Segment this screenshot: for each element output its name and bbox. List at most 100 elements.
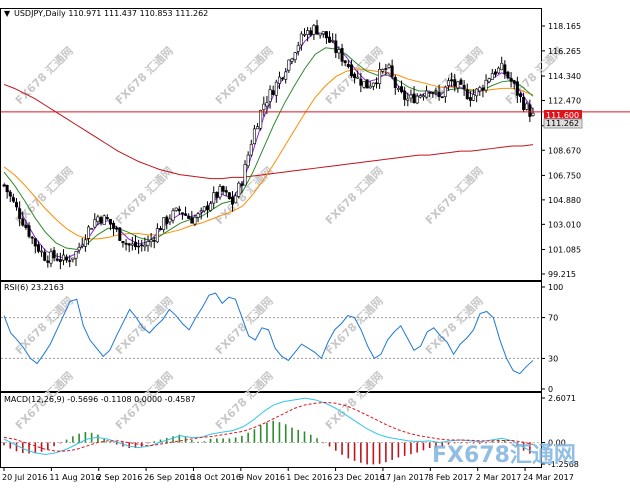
candle-bear: [33, 238, 37, 247]
candle-bear: [2, 184, 6, 187]
price-tick-label: 104.880: [548, 196, 581, 205]
candle-bull: [406, 98, 410, 101]
candle: [227, 191, 231, 200]
candle-bull: [409, 94, 413, 99]
candle-bull: [415, 95, 419, 104]
candle-bull: [212, 192, 216, 204]
candle-bear: [340, 48, 344, 62]
candle-bull: [77, 247, 81, 251]
macd-histogram-bar: [491, 440, 494, 443]
macd-histogram-bar: [322, 442, 325, 444]
candle-bear: [365, 79, 369, 89]
candle-bear: [315, 25, 319, 35]
candle: [393, 74, 397, 95]
macd-histogram-bar: [297, 429, 300, 443]
candle-bear: [205, 205, 209, 211]
candle: [434, 87, 438, 96]
candle-bull: [293, 52, 297, 60]
macd-histogram-bar: [441, 442, 444, 447]
candle: [205, 201, 209, 218]
time-tick-label: 20 Jul 2016: [2, 473, 47, 482]
rsi-tick-label: 30: [548, 354, 558, 363]
macd-histogram-bar: [453, 442, 456, 444]
candle-bull: [143, 244, 147, 248]
candle-bull: [49, 251, 53, 264]
candle: [202, 206, 206, 213]
candle: [481, 84, 485, 98]
chart-menu-icon[interactable]: ▼: [4, 9, 11, 18]
candle-bear: [384, 68, 388, 70]
candle-bull: [318, 32, 322, 36]
macd-histogram-bar: [234, 437, 237, 443]
candle: [68, 255, 72, 268]
candle-bear: [231, 196, 235, 205]
candle: [318, 32, 322, 39]
candle-bear: [55, 258, 59, 261]
candle: [224, 186, 228, 197]
macd-histogram-bar: [485, 442, 487, 444]
candle: [406, 92, 410, 107]
candle: [381, 68, 385, 74]
price-tick-label: 112.470: [548, 97, 581, 106]
candle: [340, 43, 344, 66]
candle: [475, 87, 479, 103]
candle: [425, 85, 429, 99]
candle: [105, 214, 109, 220]
candle: [446, 77, 450, 91]
candle-bear: [46, 260, 50, 263]
candle: [437, 84, 441, 101]
candle-bear: [334, 40, 338, 53]
candle-bull: [302, 33, 306, 36]
candle-bull: [199, 210, 203, 213]
candle: [512, 79, 516, 90]
candle: [93, 213, 97, 229]
candle: [187, 213, 191, 219]
macd-panel: [0, 392, 542, 468]
candle: [503, 60, 507, 79]
price-tick-label: 108.670: [548, 146, 581, 155]
candle-bull: [202, 206, 206, 212]
candle-bull: [265, 102, 269, 107]
candle: [99, 215, 103, 226]
candle-bear: [437, 91, 441, 97]
candle: [331, 33, 335, 44]
candle-bear: [240, 183, 244, 186]
candle: [165, 215, 169, 230]
candle: [65, 254, 69, 263]
candle: [390, 59, 394, 80]
candle: [274, 79, 278, 103]
candle: [212, 186, 216, 209]
candle: [196, 211, 200, 223]
candle-bull: [299, 33, 303, 46]
candle-bear: [450, 79, 454, 82]
candle-bull: [209, 203, 213, 211]
candle-bear: [115, 227, 119, 230]
candle-bear: [509, 78, 513, 82]
candle: [137, 239, 141, 254]
candle: [231, 191, 235, 212]
macd-histogram-bar: [522, 442, 525, 451]
candle-bull: [356, 76, 360, 79]
macd-histogram-bar: [103, 437, 105, 443]
macd-histogram-bar: [97, 434, 99, 443]
price-tick-label: 103.010: [548, 220, 581, 229]
candle-bear: [468, 97, 472, 101]
candle: [500, 56, 504, 71]
candle: [199, 207, 203, 220]
candle-bear: [215, 192, 219, 198]
macd-histogram-bar: [109, 441, 112, 443]
candle: [487, 77, 491, 84]
candle-bull: [478, 87, 482, 92]
current-price-label: 111.262: [546, 119, 579, 128]
candle-bull: [61, 254, 65, 261]
candle: [249, 139, 253, 157]
candle: [284, 68, 288, 84]
candle: [209, 201, 213, 212]
candle: [115, 225, 119, 233]
candle-bull: [381, 69, 385, 72]
macd-histogram-bar: [65, 439, 68, 443]
candle-bear: [118, 227, 122, 241]
macd-histogram-bar: [59, 442, 62, 444]
macd-histogram-bar: [478, 442, 481, 444]
candle: [259, 109, 263, 131]
